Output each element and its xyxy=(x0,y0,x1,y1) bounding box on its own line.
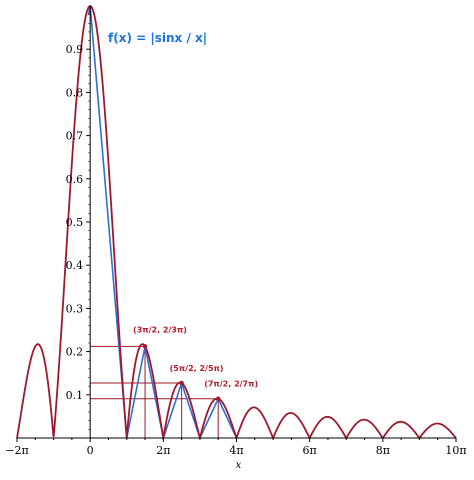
peak-point-label: (7π/2, 2/7π) xyxy=(204,380,258,389)
peak-point-label: (3π/2, 2/3π) xyxy=(133,325,187,334)
peak-point-label: (5π/2, 2/5π) xyxy=(170,364,224,373)
x-tick-label: 6π xyxy=(303,444,317,457)
y-tick-label: 0.3 xyxy=(66,302,84,315)
x-tick-label: 8π xyxy=(376,444,390,457)
triangle-approximation-line xyxy=(89,5,238,442)
x-tick-label: 0 xyxy=(87,444,94,457)
y-tick-label: 0.4 xyxy=(66,259,84,272)
x-tick-label: 4π xyxy=(229,444,243,457)
x-axis-label: x xyxy=(236,460,242,471)
y-tick-label: 0.9 xyxy=(66,43,84,56)
peak-point-marker xyxy=(142,344,148,349)
x-tick-label: 10π xyxy=(445,444,466,457)
y-tick-label: 0.5 xyxy=(66,216,84,229)
y-tick-label: 0.8 xyxy=(66,86,84,99)
peak-point-marker xyxy=(216,396,221,401)
y-tick-label: 0.7 xyxy=(66,130,84,143)
y-tick-label: 0.1 xyxy=(66,389,84,402)
axes-group: −2π 0 2π 4π 6π 8π 10π x 0.1 0.2 0.3 0.4 0.5 0.6 0.7 0.8… xyxy=(5,6,467,471)
labels-group: (3π/2, 2/3π) (5π/2, 2/5π) (7π/2, 2/7π) xyxy=(133,325,258,401)
y-tick-label: 0.6 xyxy=(66,173,84,186)
y-tick-label: 0.2 xyxy=(66,346,84,359)
guide-lines-group xyxy=(90,345,219,438)
x-tick-label: 2π xyxy=(156,444,170,457)
x-tick-label: −2π xyxy=(5,444,28,457)
peak-point-marker xyxy=(179,380,184,386)
formula-annotation: f(x) = |sinx / x| xyxy=(108,31,207,45)
